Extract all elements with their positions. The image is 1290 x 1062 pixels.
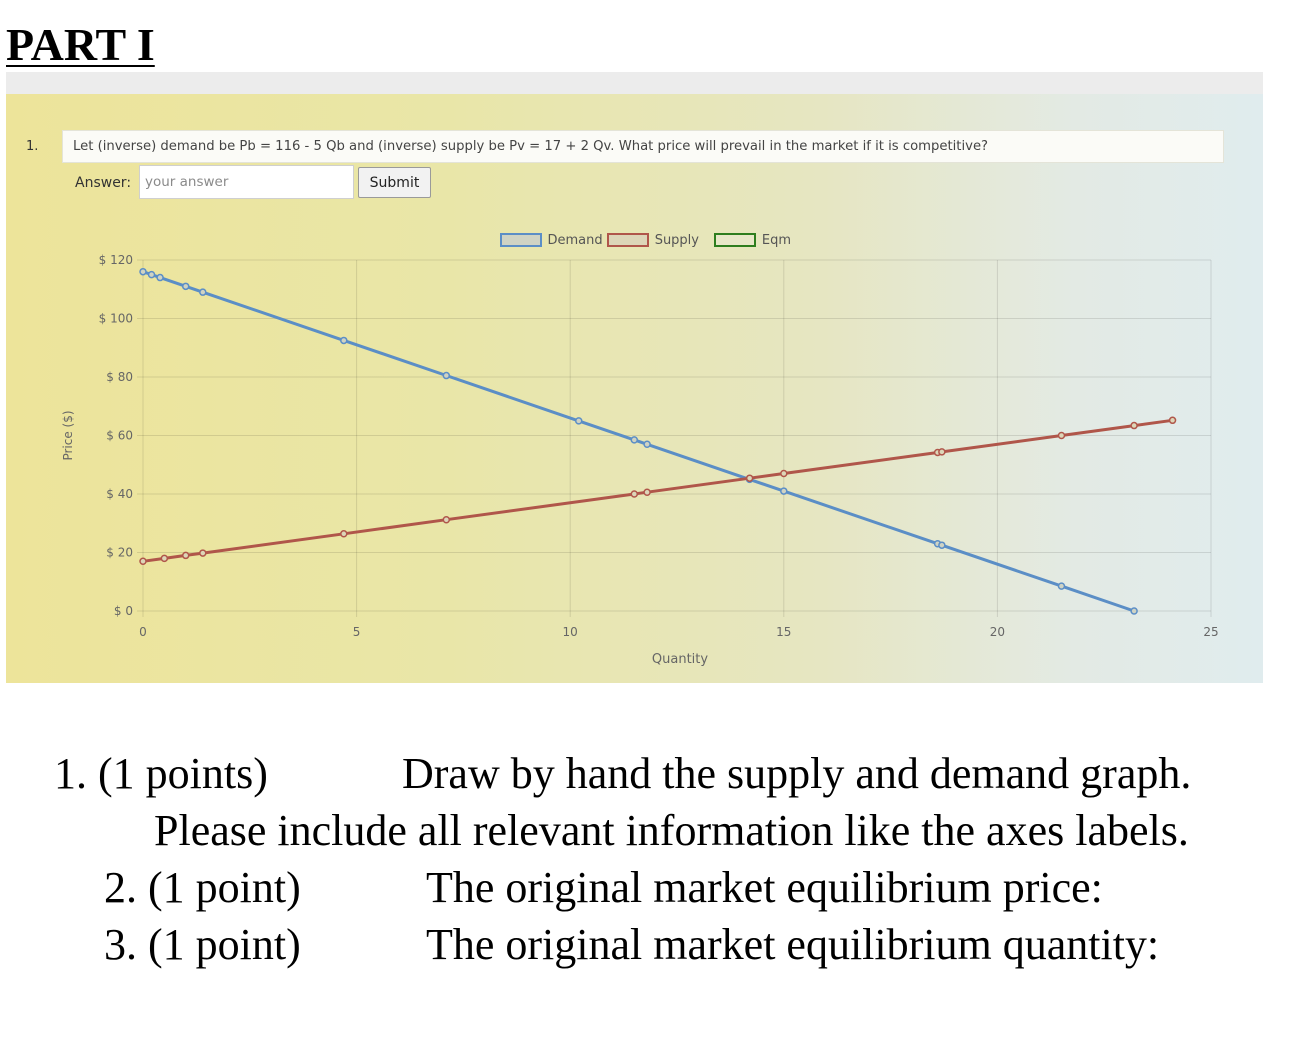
data-point-demand [1057, 582, 1066, 590]
data-point-demand [938, 541, 946, 549]
data-point-demand [199, 288, 207, 296]
answer-input[interactable] [139, 165, 354, 199]
x-tick-label: 5 [353, 625, 361, 639]
series-line-demand [142, 270, 1135, 613]
data-point-supply [630, 490, 639, 498]
part-title: PART I [6, 19, 155, 70]
data-point-demand [442, 371, 451, 380]
x-tick-label: 10 [563, 625, 578, 639]
chart-grid [137, 259, 1212, 617]
data-point-supply [181, 551, 190, 560]
data-point-demand [1130, 607, 1138, 615]
y-tick-label: $ 80 [106, 370, 133, 384]
legend-label: Supply [654, 233, 699, 248]
data-point-supply [745, 474, 754, 482]
data-point-supply [199, 549, 207, 557]
question-item: 3. (1 point) The original market equilibr… [104, 916, 1284, 973]
panel-top-band [6, 72, 1263, 94]
y-tick-label: $ 20 [106, 546, 133, 560]
question-box: Let (inverse) demand be Pb = 116 - 5 Qb … [62, 130, 1224, 163]
data-point-demand [574, 417, 583, 425]
chart-axes: 0 5 10 15 20 25 $ 0 $ 20 $ 40 $ 60 $ 80 $ 100 $ 120 Q… [61, 253, 1219, 667]
data-point-supply [1057, 431, 1066, 440]
chart-legend: Demand Supply Eqm [6, 232, 1263, 252]
question-points: 1. (1 points) [54, 749, 268, 798]
legend-swatch [606, 233, 649, 247]
question-prompt: The original market equilibrium quantity… [426, 920, 1160, 969]
x-tick-label: 20 [990, 625, 1005, 639]
data-point-demand [181, 282, 190, 291]
data-point-demand [630, 436, 639, 444]
question-item: 1. (1 points) Draw by hand the supply and… [54, 745, 1284, 859]
data-point-demand [340, 336, 348, 345]
data-point-supply [340, 530, 348, 538]
y-tick-label: $ 60 [106, 429, 133, 443]
chart-canvas: 0 5 10 15 20 25 $ 0 $ 20 $ 40 $ 60 $ 80 $ 100 $ 120 Q… [61, 253, 1219, 667]
question-item: 2. (1 point) The original market equilibr… [104, 859, 1284, 916]
y-tick-label: $ 100 [99, 312, 133, 326]
data-point-supply [1168, 416, 1177, 425]
series-line-supply [142, 418, 1173, 563]
data-point-demand [643, 440, 651, 449]
data-point-supply [780, 469, 788, 478]
data-point-supply [139, 557, 147, 566]
legend-label: Demand [547, 233, 603, 248]
question-list: 1. (1 points) Draw by hand the supply and… [54, 745, 1284, 973]
x-tick-label: 15 [776, 625, 791, 639]
y-axis-title: Price ($) [61, 410, 75, 460]
question-points: 2. (1 point) [104, 863, 301, 912]
legend-swatch [713, 233, 756, 247]
question-text: Let (inverse) demand be Pb = 116 - 5 Qb … [73, 139, 989, 154]
legend-swatch [499, 233, 542, 247]
data-point-demand [780, 487, 788, 495]
data-point-supply [160, 554, 169, 563]
data-point-supply [643, 488, 651, 496]
submit-button[interactable]: Submit [358, 167, 431, 198]
x-axis-title: Quantity [652, 652, 708, 667]
y-tick-label: $ 40 [106, 487, 133, 501]
data-point-demand [156, 273, 164, 282]
data-point-demand [139, 267, 147, 276]
chart-series [139, 267, 1177, 615]
answer-label: Answer: [75, 175, 132, 191]
x-tick-label: 25 [1203, 625, 1218, 639]
question-panel: 1. Let (inverse) demand be Pb = 116 - 5 … [6, 72, 1263, 683]
question-prompt: Draw by hand the supply and demand graph… [154, 749, 1192, 855]
data-point-demand [147, 270, 156, 279]
data-point-supply [442, 515, 451, 524]
data-point-supply [1130, 421, 1138, 430]
legend-label: Eqm [761, 233, 792, 248]
y-tick-label: $ 0 [114, 604, 133, 618]
x-tick-label: 0 [139, 625, 147, 639]
data-point-supply [938, 448, 946, 456]
question-number: 1. [26, 139, 39, 154]
question-prompt: The original market equilibrium price: [426, 863, 1103, 912]
question-points: 3. (1 point) [104, 920, 301, 969]
y-tick-label: $ 120 [99, 253, 133, 267]
